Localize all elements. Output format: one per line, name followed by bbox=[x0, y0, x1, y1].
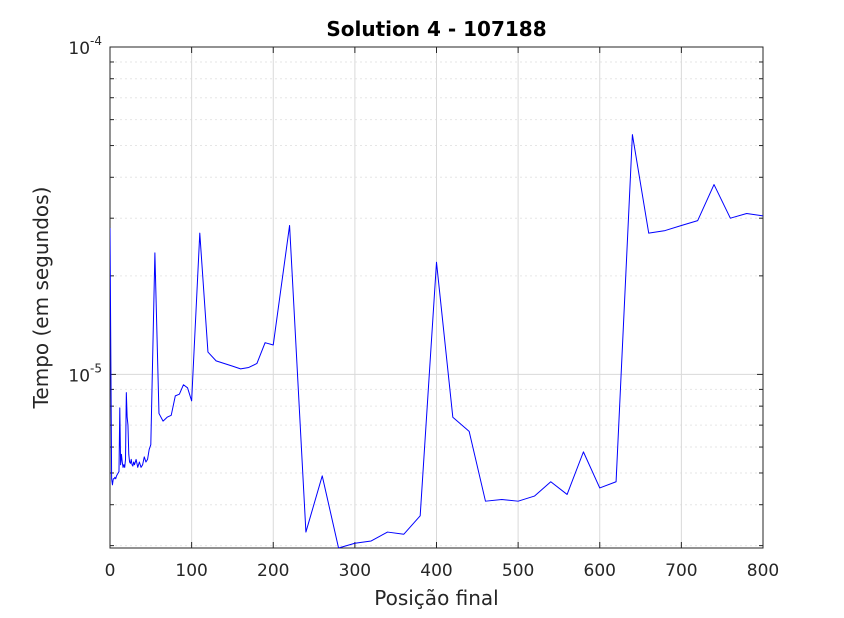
x-tick-label: 200 bbox=[257, 561, 289, 581]
x-tick-label: 600 bbox=[584, 561, 616, 581]
x-tick-label: 700 bbox=[665, 561, 697, 581]
x-tick-label: 100 bbox=[175, 561, 207, 581]
y-axis-title: Tempo (em segundos) bbox=[29, 187, 53, 410]
chart-title: Solution 4 - 107188 bbox=[326, 17, 546, 41]
y-axis-tick-labels: 10-5 10-4 bbox=[68, 34, 102, 386]
x-tick-label: 800 bbox=[747, 561, 779, 581]
x-axis-tick-labels: 0 100 200 300 400 500 600 700 800 bbox=[105, 561, 780, 581]
y-tick-label: 10-4 bbox=[68, 34, 102, 59]
x-tick-label: 400 bbox=[420, 561, 452, 581]
x-tick-label: 300 bbox=[339, 561, 371, 581]
major-gridlines bbox=[110, 47, 763, 548]
x-tick-label: 500 bbox=[502, 561, 534, 581]
series-layer bbox=[110, 134, 763, 548]
x-tick-label: 0 bbox=[105, 561, 116, 581]
x-axis-title: Posição final bbox=[374, 586, 499, 610]
y-tick-label: 10-5 bbox=[68, 361, 102, 386]
series-line bbox=[110, 134, 763, 548]
